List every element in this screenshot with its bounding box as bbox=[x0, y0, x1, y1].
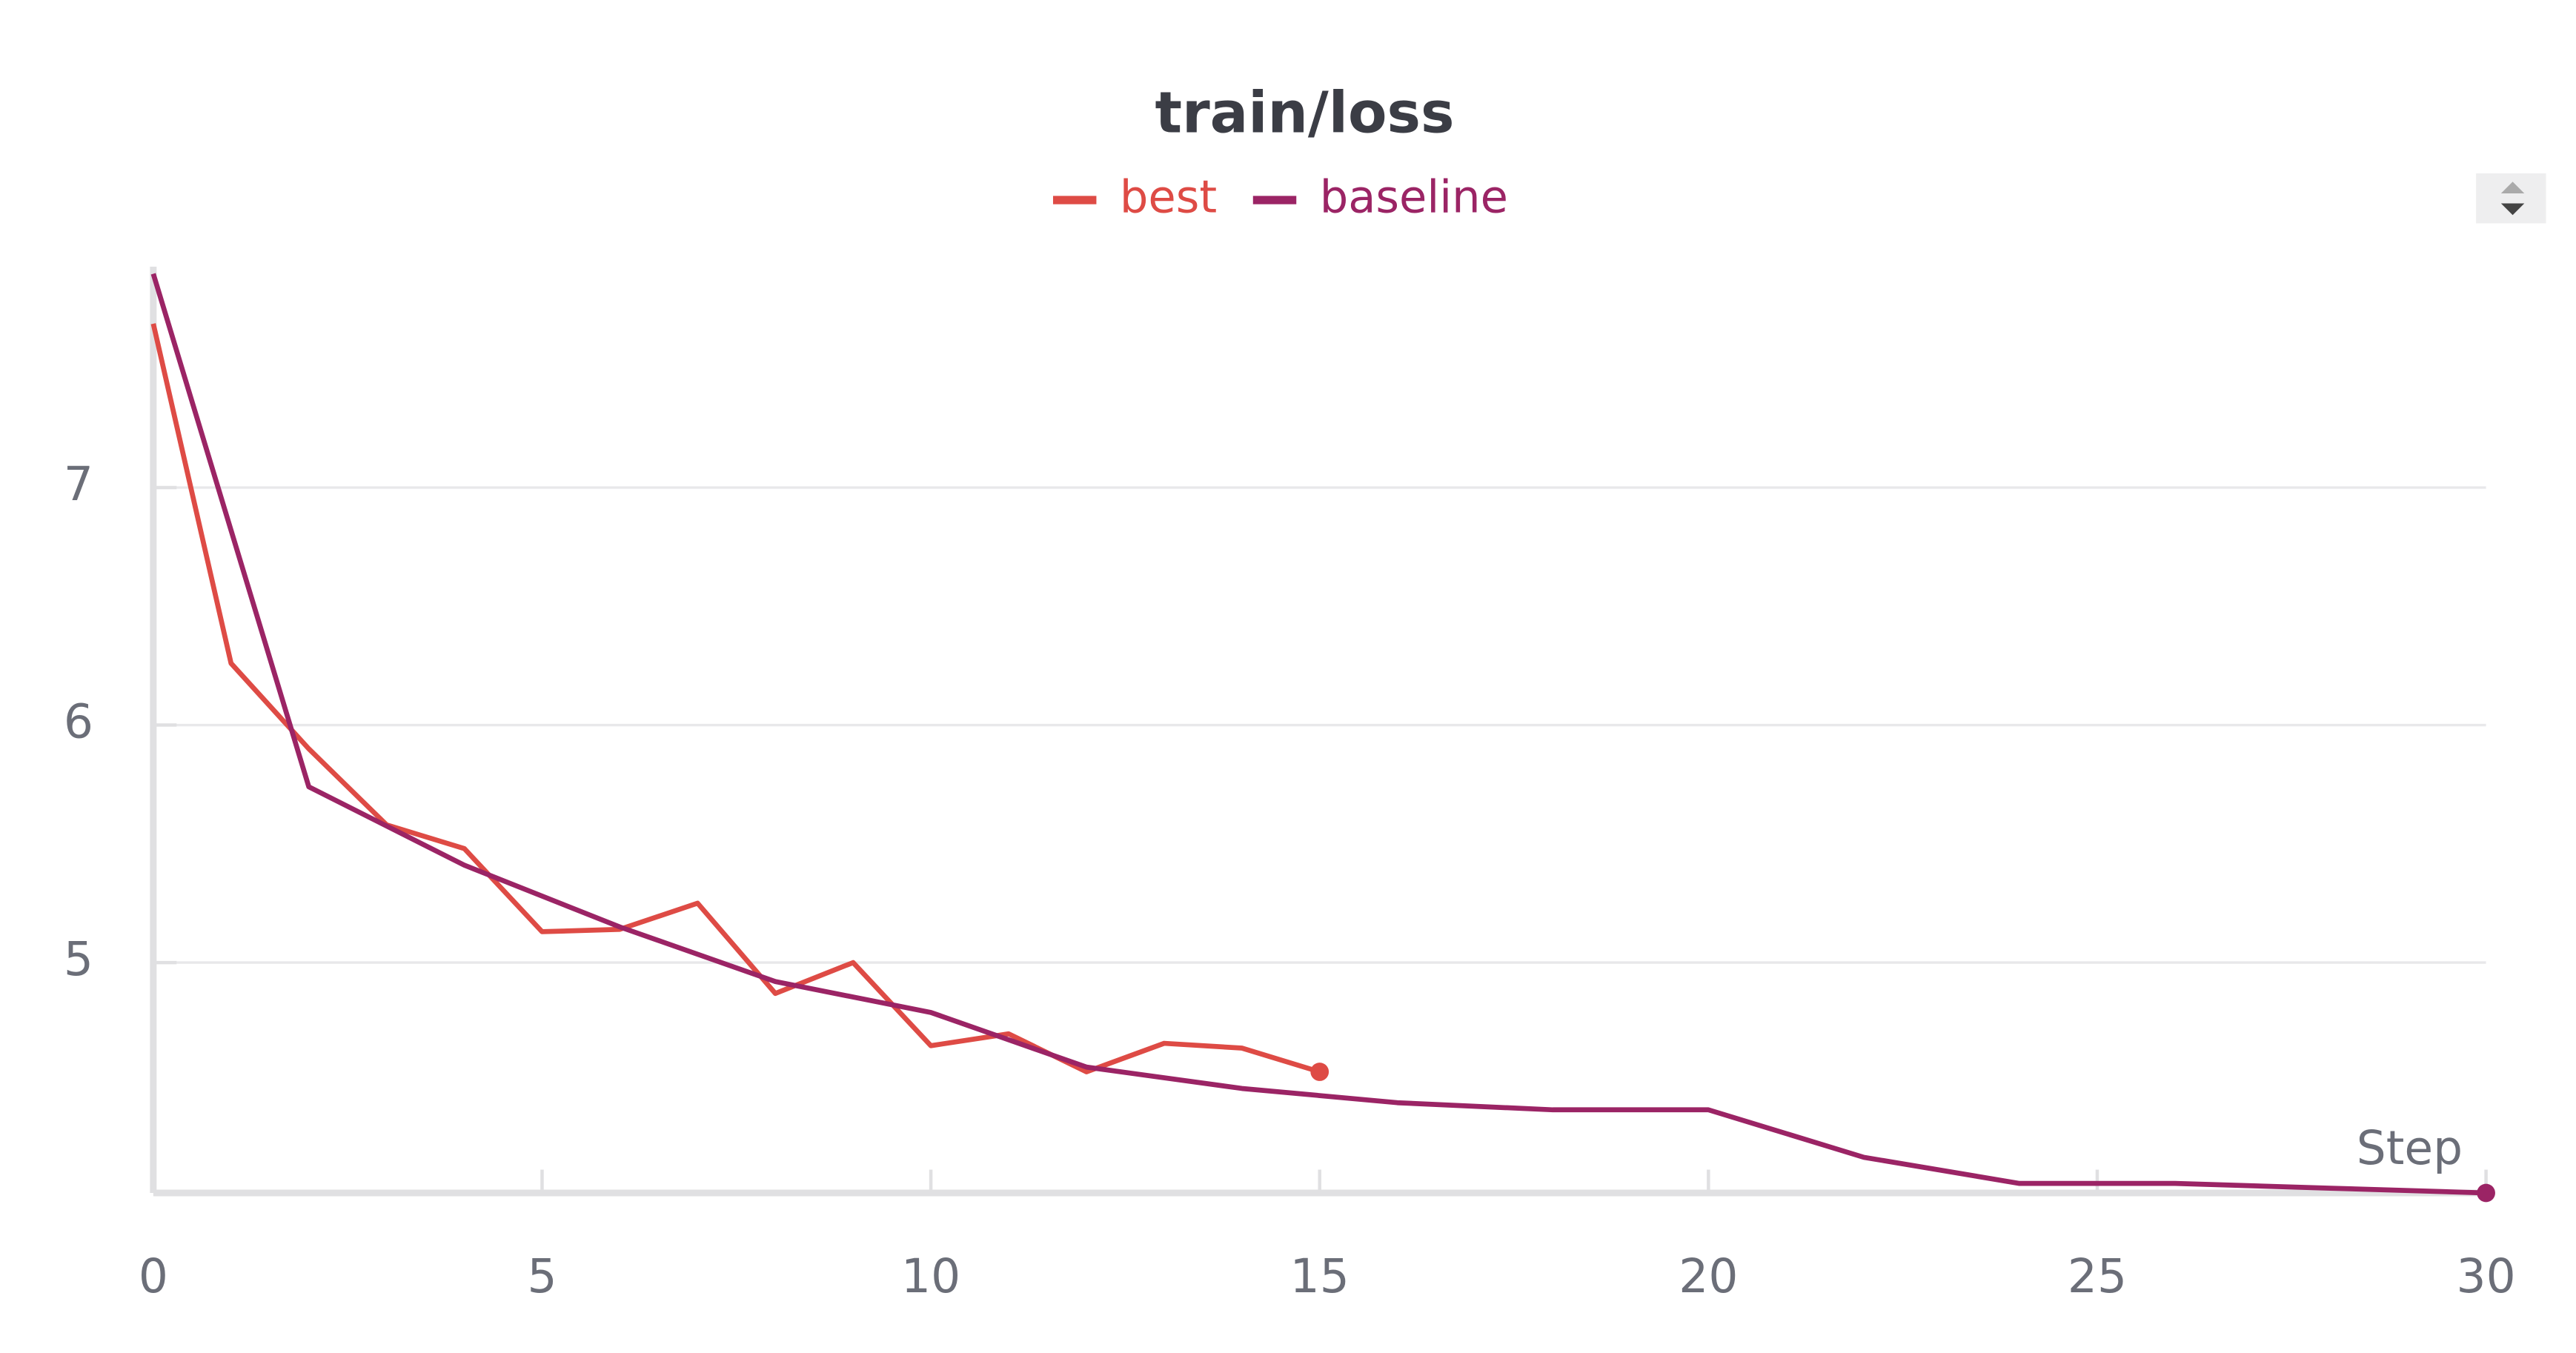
end-point bbox=[2477, 1183, 2495, 1203]
x-tick-label: 30 bbox=[2457, 1249, 2516, 1303]
y-tick-label: 7 bbox=[64, 457, 93, 511]
chart-title: train/loss bbox=[1155, 81, 1454, 147]
legend-label: best bbox=[1120, 172, 1217, 224]
series-line bbox=[150, 323, 1321, 1074]
x-axis-label: Step bbox=[2357, 1121, 2463, 1175]
x-tick-label: 10 bbox=[901, 1249, 960, 1303]
series-line bbox=[150, 273, 2486, 1196]
y-tick-label: 6 bbox=[64, 695, 93, 749]
x-tick-label: 5 bbox=[527, 1249, 557, 1303]
x-tick-label: 15 bbox=[1290, 1249, 1350, 1303]
x-tick-label: 0 bbox=[139, 1249, 168, 1303]
x-tick-label: 25 bbox=[2068, 1249, 2127, 1303]
end-point bbox=[1310, 1063, 1330, 1081]
x-tick-label: 20 bbox=[1679, 1249, 1738, 1303]
arrow-down bbox=[2500, 203, 2525, 216]
scroll-control[interactable] bbox=[2476, 173, 2546, 224]
scroll-button[interactable] bbox=[2476, 173, 2546, 224]
y-tick-label: 5 bbox=[64, 932, 93, 986]
legend-label: baseline bbox=[1320, 172, 1508, 224]
arrow-up bbox=[2500, 182, 2525, 193]
